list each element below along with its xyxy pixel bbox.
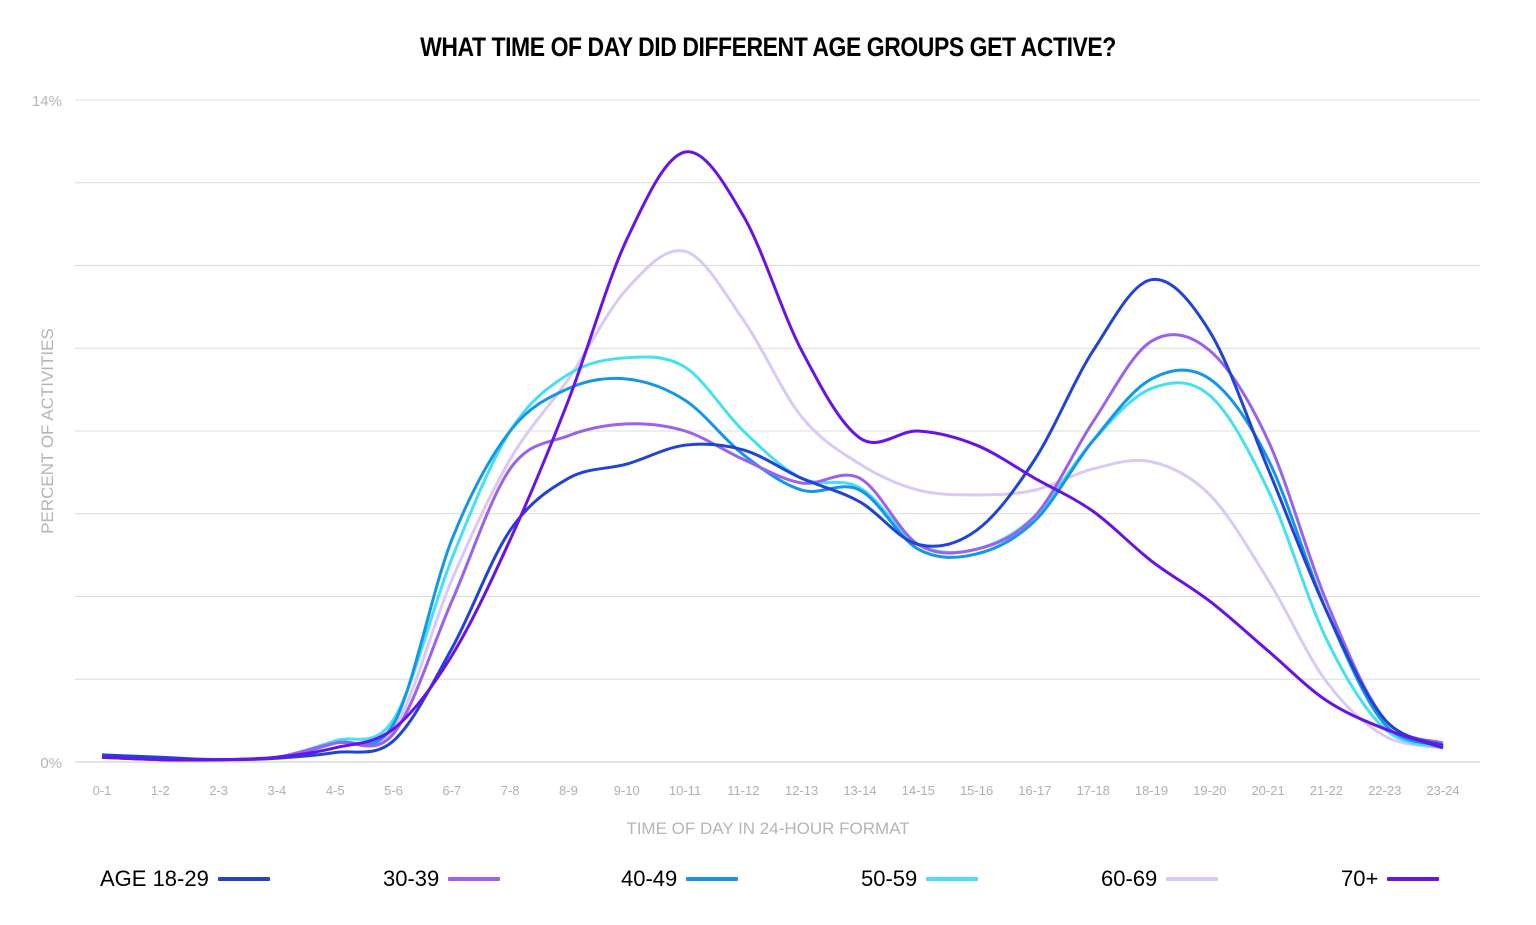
legend-label: 70+ xyxy=(1341,866,1379,891)
x-tick-label: 1-2 xyxy=(151,783,170,798)
chart-title: WHAT TIME OF DAY DID DIFFERENT AGE GROUP… xyxy=(420,32,1116,62)
x-tick-label: 13-14 xyxy=(843,783,876,798)
x-tick-label: 22-23 xyxy=(1368,783,1401,798)
legend-item: 30-39 xyxy=(383,866,501,892)
y-tick-label: 0% xyxy=(40,755,62,772)
legend-item: 70+ xyxy=(1341,866,1440,892)
legend-swatch xyxy=(926,877,979,881)
series-line-50-59 xyxy=(101,355,1444,762)
series-line-70- xyxy=(101,150,1444,762)
x-axis-label: TIME OF DAY IN 24-HOUR FORMAT xyxy=(626,819,909,838)
legend-item: 50-59 xyxy=(861,866,979,892)
legend-label: 30-39 xyxy=(383,866,440,891)
x-tick-label: 19-20 xyxy=(1193,783,1226,798)
series-line-60-69 xyxy=(101,249,1444,762)
x-tick-label: 14-15 xyxy=(902,783,935,798)
series-line-age-18-29 xyxy=(101,278,1444,762)
x-tick-label: 9-10 xyxy=(614,783,640,798)
legend-swatch xyxy=(1166,877,1219,881)
legend-swatch xyxy=(1387,877,1440,881)
x-tick-label: 15-16 xyxy=(960,783,993,798)
x-tick-label: 12-13 xyxy=(785,783,818,798)
legend-swatch xyxy=(217,877,270,881)
x-tick-label: 4-5 xyxy=(326,783,345,798)
x-tick-label: 5-6 xyxy=(384,783,403,798)
x-tick-label: 18-19 xyxy=(1135,783,1168,798)
legend-label: 60-69 xyxy=(1101,866,1158,891)
x-tick-label: 16-17 xyxy=(1018,783,1051,798)
x-tick-label: 3-4 xyxy=(268,783,287,798)
x-tick-label: 11-12 xyxy=(727,783,759,798)
legend-label: AGE 18-29 xyxy=(100,866,209,891)
x-tick-label: 20-21 xyxy=(1251,783,1284,798)
x-tick-label: 23-24 xyxy=(1426,783,1459,798)
y-axis-label: PERCENT OF ACTIVITIES xyxy=(38,328,57,534)
legend-label: 50-59 xyxy=(861,866,918,891)
legend-label: 40-49 xyxy=(621,866,678,891)
x-tick-label: 0-1 xyxy=(93,783,112,798)
x-tick-label: 21-22 xyxy=(1310,783,1343,798)
x-tick-label: 6-7 xyxy=(442,783,461,798)
y-tick-label: 14% xyxy=(32,93,62,110)
legend-swatch xyxy=(448,877,501,881)
legend-item: 40-49 xyxy=(621,866,739,892)
legend-item: AGE 18-29 xyxy=(100,866,270,892)
x-tick-label: 2-3 xyxy=(209,783,228,798)
legend-item: 60-69 xyxy=(1101,866,1219,892)
x-tick-label: 7-8 xyxy=(501,783,520,798)
series-line-40-49 xyxy=(101,368,1444,762)
x-tick-label: 10-11 xyxy=(669,783,701,798)
legend-swatch xyxy=(686,877,739,881)
x-tick-label: 8-9 xyxy=(559,783,578,798)
x-tick-label: 17-18 xyxy=(1077,783,1110,798)
